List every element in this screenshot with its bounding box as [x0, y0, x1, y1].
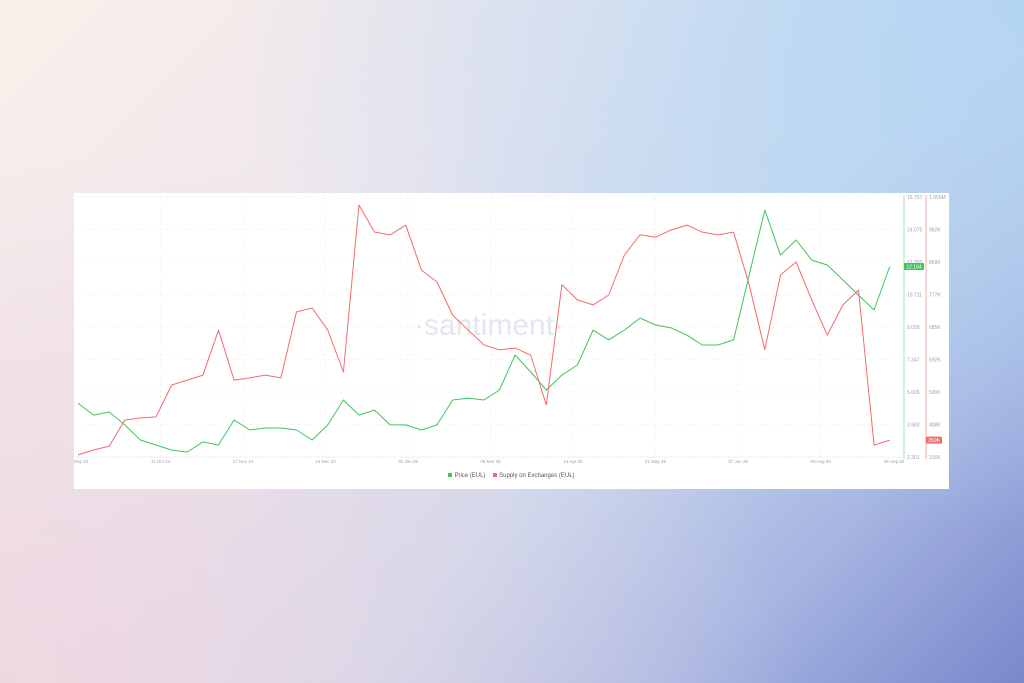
legend-item-supply[interactable]: Supply on Exchanges (EUL)	[493, 473, 575, 479]
price-tick-label: 9.029	[907, 325, 920, 331]
supply-line	[77, 204, 890, 456]
supply-tick-label: 869K	[929, 260, 941, 266]
legend: Price (EUL) Supply on Exchanges (EUL)	[74, 473, 949, 479]
x-tick-label: 17 Nov 24	[233, 459, 254, 464]
price-current-value: 12.164	[906, 265, 922, 271]
price-current-badge	[904, 263, 924, 271]
legend-swatch-price	[448, 473, 453, 478]
price-tick-label: 2.301	[907, 455, 920, 461]
supply-tick-label: 316K	[929, 455, 941, 461]
legend-label-supply: Supply on Exchanges (EUL)	[499, 473, 575, 479]
supply-current-value: 350K	[928, 438, 940, 444]
x-tick-label: 05 Sep 25	[884, 459, 905, 464]
x-tick-label: 24 Dec 24	[315, 459, 336, 464]
santiment-watermark: ·santiment·	[414, 309, 564, 342]
price-tick-label: 12.393	[907, 260, 923, 266]
x-tick-label: 21 May 25	[645, 459, 667, 464]
x-tick-label: 03 Aug 25	[810, 459, 831, 464]
price-tick-label: 5.665	[907, 390, 920, 396]
supply-tick-label: 685K	[929, 325, 941, 331]
supply-tick-label: 408K	[929, 423, 941, 429]
price-line	[77, 209, 891, 453]
x-tick-label: 30 Jan 25	[398, 459, 418, 464]
x-tick-label: 14 Apr 25	[563, 459, 583, 464]
supply-current-badge	[926, 436, 942, 444]
price-tick-label: 7.347	[907, 358, 920, 364]
supply-tick-label: 500K	[929, 390, 941, 396]
price-tick-label: 10.711	[907, 293, 922, 299]
chart-card: 15.757 1.056M 14.075 962K 12.393 869K 10.711 77…	[74, 193, 949, 489]
x-tick-label: 04 Sep 24	[74, 459, 89, 464]
supply-tick-label: 777K	[929, 293, 941, 299]
x-tick-label: 11 Oct 24	[151, 459, 171, 464]
line-chart: 15.757 1.056M 14.075 962K 12.393 869K 10.711 77…	[74, 195, 946, 464]
x-tick-label: 27 Jun 25	[728, 459, 748, 464]
price-tick-label: 15.757	[907, 195, 923, 201]
legend-swatch-supply	[493, 473, 498, 478]
legend-item-price[interactable]: Price (EUL)	[448, 473, 485, 479]
x-tick-label: 08 Mar 25	[480, 459, 501, 464]
legend-label-price: Price (EUL)	[454, 473, 486, 479]
supply-tick-label: 1.056M	[929, 195, 946, 201]
price-tick-label: 3.983	[907, 423, 920, 429]
supply-tick-label: 962K	[929, 228, 941, 234]
price-tick-label: 14.075	[907, 228, 923, 234]
supply-tick-label: 592K	[929, 358, 941, 364]
